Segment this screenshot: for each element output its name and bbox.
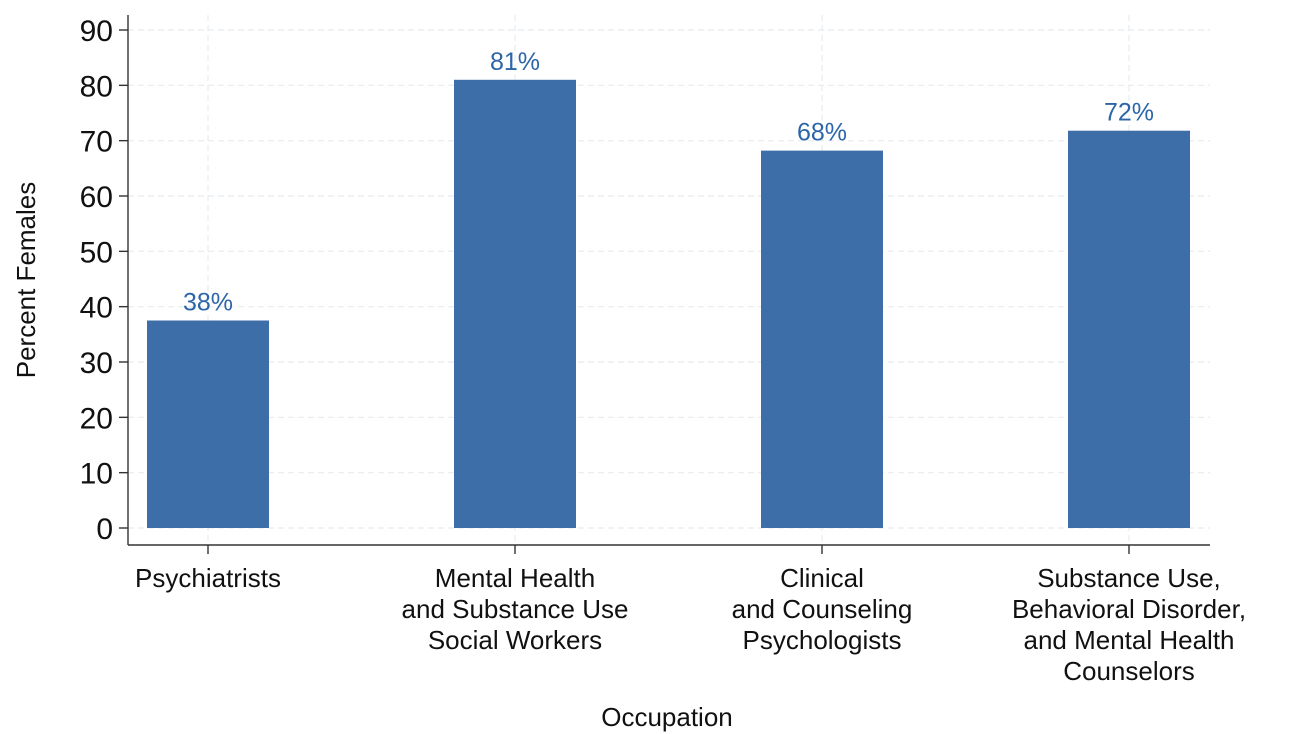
x-tick-label: Substance Use, — [1037, 563, 1221, 593]
x-tick-label: and Substance Use — [402, 594, 629, 624]
x-tick-label: and Counseling — [732, 594, 913, 624]
x-axis-title: Occupation — [601, 702, 733, 732]
y-tick-label: 0 — [96, 513, 113, 546]
x-tick-label: and Mental Health — [1023, 625, 1234, 655]
y-tick-label: 30 — [80, 347, 113, 380]
bar-3 — [1068, 130, 1190, 528]
bar-2 — [761, 150, 883, 529]
y-tick-label: 10 — [80, 458, 113, 491]
x-tick-label: Counselors — [1063, 656, 1195, 686]
y-tick-label: 80 — [80, 70, 113, 103]
data-label-0: 38% — [183, 289, 233, 317]
x-tick-label: Behavioral Disorder, — [1012, 594, 1246, 624]
y-axis-title: Percent Females — [11, 182, 41, 379]
data-label-3: 72% — [1104, 99, 1154, 127]
y-tick-label: 20 — [80, 402, 113, 435]
x-tick-label: Social Workers — [428, 625, 602, 655]
x-tick-label: Mental Health — [435, 563, 595, 593]
x-tick-label: Psychologists — [743, 625, 902, 655]
y-tick-label: 40 — [80, 292, 113, 325]
y-tick-label: 50 — [80, 236, 113, 269]
y-tick-label: 90 — [80, 15, 113, 48]
y-tick-label: 70 — [80, 126, 113, 159]
data-labels: 38% 81% 68% 72% — [183, 48, 1154, 317]
gridlines — [128, 15, 1210, 545]
data-label-2: 68% — [797, 119, 847, 147]
bars — [147, 79, 1190, 529]
y-tick-label: 60 — [80, 181, 113, 214]
x-tick-label: Psychiatrists — [135, 563, 281, 593]
data-label-1: 81% — [490, 48, 540, 76]
y-axis-ticks: 0 10 20 30 40 50 60 70 80 90 — [80, 15, 128, 546]
bar-1 — [454, 79, 576, 529]
x-tick-label: Clinical — [780, 563, 864, 593]
bar-0 — [147, 320, 269, 528]
